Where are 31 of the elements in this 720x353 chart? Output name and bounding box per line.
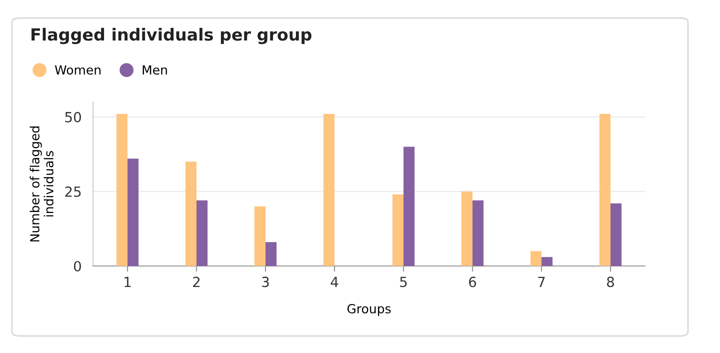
legend-label: Women <box>54 65 100 75</box>
y-tick-label: 50 <box>65 112 81 122</box>
x-tick-label: 3 <box>262 276 269 288</box>
bar <box>404 146 415 266</box>
bar <box>266 242 277 266</box>
y-tick-label: 0 <box>74 260 81 272</box>
x-tick-label: 8 <box>607 276 614 288</box>
bar <box>599 114 610 266</box>
bar <box>254 206 266 266</box>
bar <box>128 158 139 266</box>
bar <box>185 162 196 266</box>
x-tick-label: 5 <box>400 276 407 288</box>
x-tick-label: 1 <box>124 276 131 287</box>
y-tick-label: 25 <box>65 186 81 197</box>
x-tick-label: 4 <box>330 276 338 287</box>
legend-label: Men <box>142 65 167 75</box>
bar <box>472 200 484 266</box>
bar <box>610 203 622 266</box>
bar <box>530 251 542 266</box>
bar <box>461 191 472 266</box>
y-axis-title: Number of flagged individuals <box>30 126 54 242</box>
bar <box>323 114 334 266</box>
bar <box>196 200 208 266</box>
x-tick-label: 6 <box>469 276 476 288</box>
x-axis-title: Groups <box>347 304 391 316</box>
bar <box>116 114 128 266</box>
chart-title: Flagged individuals per group <box>32 28 312 44</box>
x-tick-label: 2 <box>193 276 200 287</box>
bar <box>392 194 404 266</box>
bar <box>542 257 553 266</box>
x-tick-label: 7 <box>538 276 545 287</box>
